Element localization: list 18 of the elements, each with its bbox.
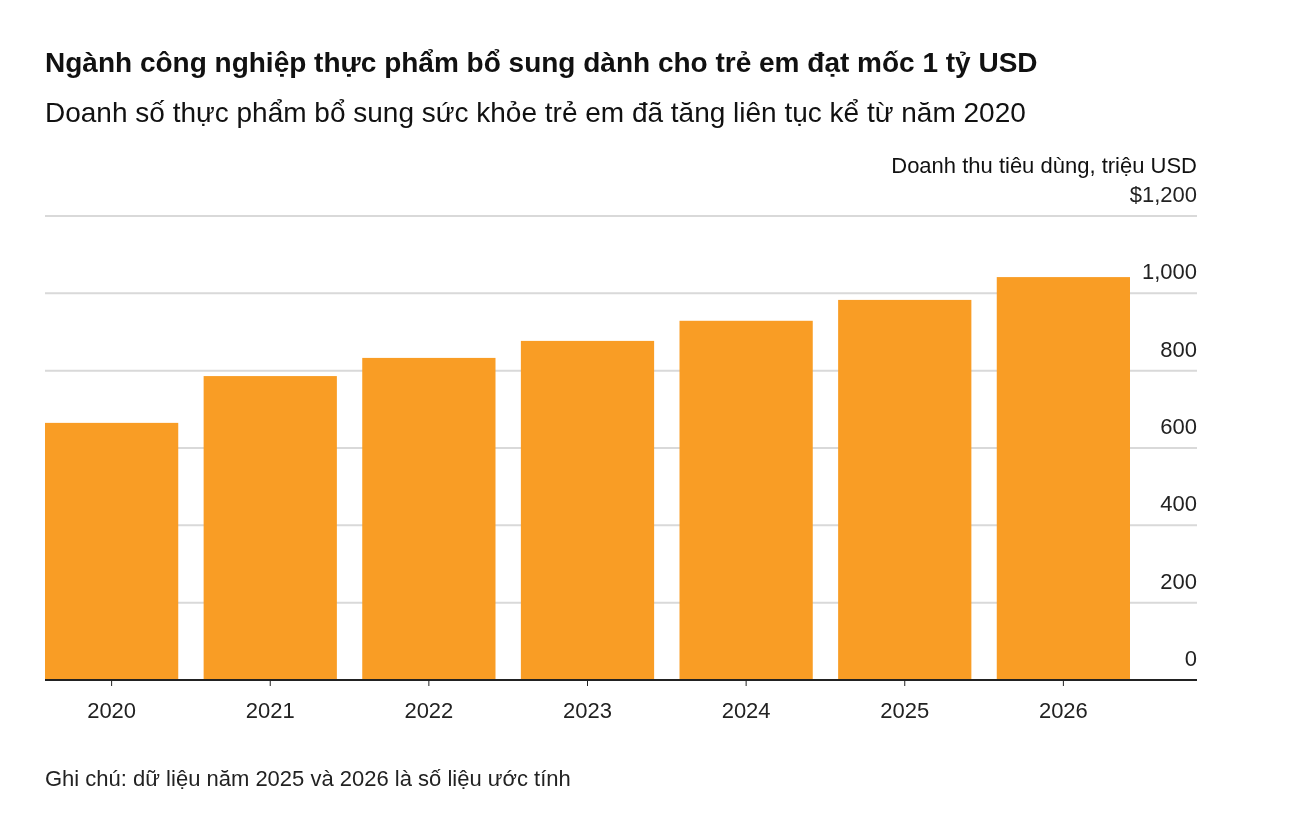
y-axis-title: Doanh thu tiêu dùng, triệu USD <box>891 153 1197 178</box>
y-tick-label: 600 <box>1160 414 1197 439</box>
x-tick-label: 2021 <box>245 698 295 723</box>
x-tick-label: 2022 <box>404 698 454 723</box>
x-tick-label: 2023 <box>563 698 612 723</box>
y-tick-label: 1,000 <box>1141 259 1197 285</box>
y-tick-label: 400 <box>1160 491 1197 517</box>
text: Ghi chú: dữ liệu năm 2025 và 2026 là số liệu ước tính <box>45 766 571 791</box>
x-tick-label: 2024 <box>721 698 771 723</box>
x-tick-label: 2025 <box>880 698 930 723</box>
y-tick-label: 800 <box>1160 336 1197 362</box>
x-tick-label: 2020 <box>87 698 137 723</box>
chart-subtitle: Doanh số thực phẩm bổ sung sức khỏe trẻ em đã tăng liên tục kể từ năm 2020 <box>45 97 1026 128</box>
chart-title: Ngành công nghiệp thực phẩm bổ sung dành cho trẻ em đạt mốc 1 tỷ USD <box>45 47 1038 78</box>
y-tick-label: $1,200 <box>1129 182 1197 207</box>
y-tick-label: 200 <box>1160 568 1197 594</box>
x-tick-label: 2026 <box>1038 698 1088 723</box>
y-tick-label: 0 <box>1184 646 1197 671</box>
